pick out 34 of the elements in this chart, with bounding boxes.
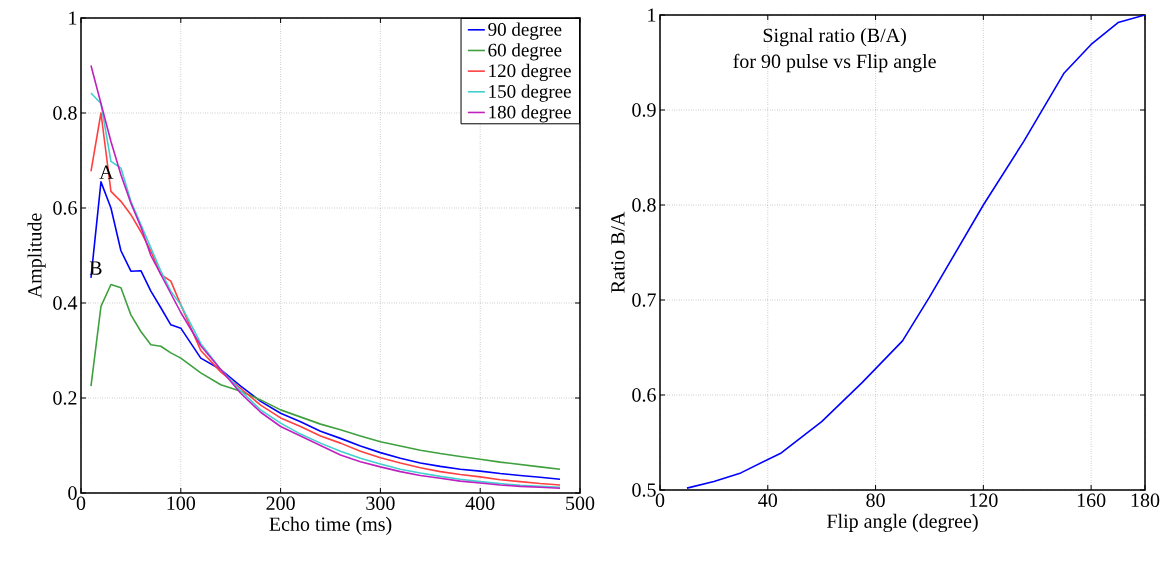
- x-tick-label: 400: [465, 496, 495, 511]
- line-series: [90, 181, 561, 481]
- x-tick-label: 200: [266, 496, 295, 511]
- y-tick-label: 1: [648, 8, 656, 22]
- legend-label: 180 degree: [489, 105, 571, 123]
- text: for 90 pulse vs Flip angle: [733, 53, 936, 73]
- x-axis-title: Echo time (ms): [269, 516, 392, 535]
- y-axis-title: Ratio B/A: [611, 211, 625, 293]
- y-tick-label: 0.6: [632, 388, 656, 402]
- x-tick-label: 180: [1131, 493, 1160, 508]
- x-tick-label: 40: [758, 493, 778, 508]
- legend-label: 150 degree: [489, 84, 571, 102]
- y-tick-label: 0.9: [632, 103, 656, 117]
- y-tick-label: 1: [69, 11, 77, 25]
- legend-label: 60 degree: [488, 43, 562, 61]
- y-tick-label: 0.6: [53, 201, 77, 215]
- y-tick-label: 0.2: [53, 391, 77, 405]
- y-axis-title: Amplitude: [27, 213, 46, 299]
- x-tick-label: 500: [566, 496, 595, 511]
- y-tick-label: 0.4: [53, 296, 78, 310]
- x-axis-title: Flip angle (degree): [827, 513, 978, 533]
- x-tick-label: 300: [366, 496, 395, 511]
- text: Signal ratio (B/A): [763, 28, 906, 47]
- x-tick-label: 160: [1077, 493, 1106, 508]
- y-tick-label: 0.8: [53, 106, 77, 120]
- line-series: [686, 15, 1146, 489]
- legend-label: 90 degree: [488, 22, 562, 40]
- x-tick-label: 80: [866, 493, 885, 508]
- x-tick-label: 120: [970, 493, 998, 508]
- y-tick-label: 0.5: [632, 483, 656, 497]
- legend-label: 120 degree: [489, 63, 571, 82]
- x-tick-label: 100: [167, 496, 196, 511]
- y-tick-label: 0.7: [632, 293, 656, 307]
- y-tick-label: 0.8: [632, 198, 656, 212]
